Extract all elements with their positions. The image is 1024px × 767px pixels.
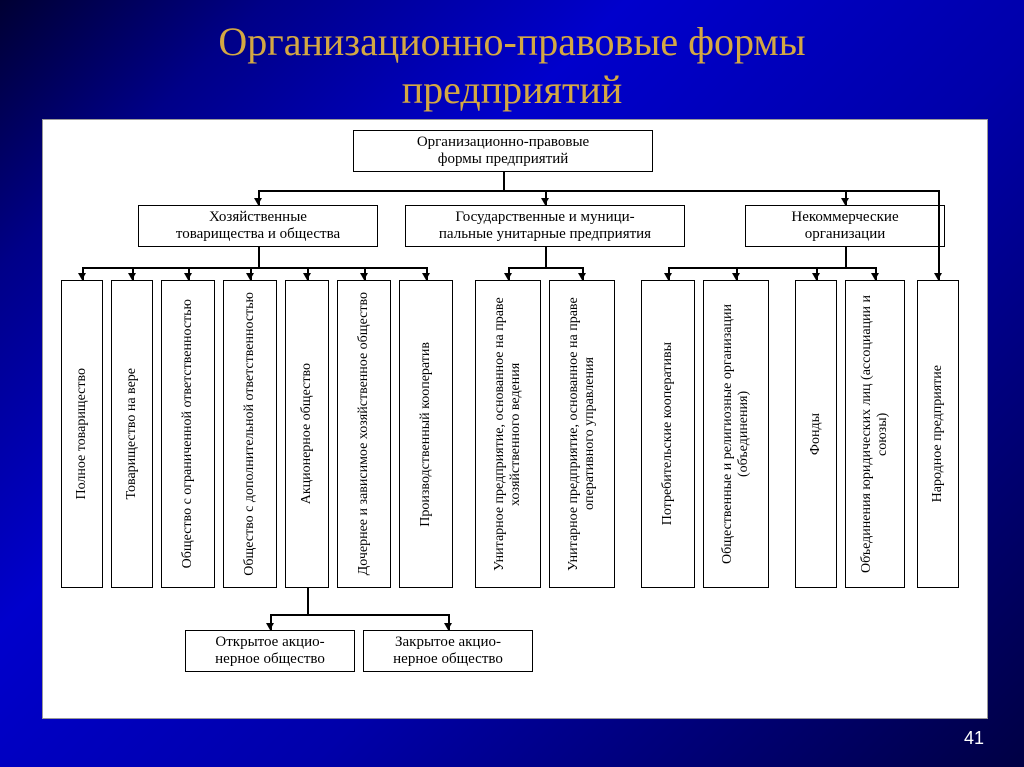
connector-hline — [508, 267, 582, 269]
node-leaf-3: Общество с дополнительной ответственност… — [223, 280, 277, 588]
arrow-down-icon — [128, 273, 136, 280]
connector-vline — [938, 190, 940, 280]
arrow-down-icon — [254, 198, 262, 205]
arrow-down-icon — [422, 273, 430, 280]
node-label: Потребительские кооперативы — [658, 338, 678, 529]
title-line-2: предприятий — [402, 67, 623, 112]
node-leaf-2: Общество с ограниченной ответственностью — [161, 280, 215, 588]
connector-hline — [503, 190, 938, 192]
node-leaf-10: Общественные и религиозные организации (… — [703, 280, 769, 588]
arrow-down-icon — [732, 273, 740, 280]
node-leaf-9: Потребительские кооперативы — [641, 280, 695, 588]
node-mid-1: Государственные и муници-пальные унитарн… — [405, 205, 685, 247]
node-leaf-6: Производственный кооператив — [399, 280, 453, 588]
arrow-down-icon — [78, 273, 86, 280]
node-bottom-0: Открытое акцио-нерное общество — [185, 630, 355, 672]
node-label: Дочернее и зависимое хозяйственное общес… — [354, 288, 374, 579]
node-leaf-11: Фонды — [795, 280, 837, 588]
page-number: 41 — [964, 728, 984, 749]
org-forms-diagram: Организационно-правовыеформы предприятий… — [42, 119, 988, 719]
arrow-down-icon — [812, 273, 820, 280]
node-leaf-0: Полное товарищество — [61, 280, 103, 588]
connector-vline — [258, 247, 260, 267]
node-leaf-7: Унитарное предприятие, основанное на пра… — [475, 280, 541, 588]
node-root: Организационно-правовыеформы предприятий — [353, 130, 653, 172]
arrow-down-icon — [303, 273, 311, 280]
arrow-down-icon — [541, 198, 549, 205]
connector-vline — [503, 172, 505, 190]
node-label: Объединения юридических лиц (ассоциации … — [857, 281, 893, 587]
arrow-down-icon — [664, 273, 672, 280]
node-leaf-12: Объединения юридических лиц (ассоциации … — [845, 280, 905, 588]
node-label: Общество с дополнительной ответственност… — [240, 288, 260, 580]
arrow-down-icon — [246, 273, 254, 280]
node-label: Полное товарищество — [72, 364, 92, 504]
node-leaf-5: Дочернее и зависимое хозяйственное общес… — [337, 280, 391, 588]
node-label: Унитарное предприятие, основанное на пра… — [564, 281, 600, 587]
arrow-down-icon — [934, 273, 942, 280]
slide-title: Организационно-правовые формы предприяти… — [0, 0, 1024, 114]
node-leaf-4: Акционерное общество — [285, 280, 329, 588]
title-line-1: Организационно-правовые формы — [218, 19, 805, 64]
node-label: Общественные и религиозные организации (… — [718, 281, 754, 587]
node-label: Унитарное предприятие, основанное на пра… — [490, 281, 526, 587]
connector-vline — [545, 247, 547, 267]
connector-vline — [845, 247, 847, 267]
connector-hline — [82, 267, 426, 269]
connector-hline — [270, 614, 448, 616]
node-label: Производственный кооператив — [416, 338, 436, 531]
node-label: Фонды — [806, 409, 826, 459]
arrow-down-icon — [578, 273, 586, 280]
arrow-down-icon — [871, 273, 879, 280]
arrow-down-icon — [504, 273, 512, 280]
node-leaf-1: Товарищество на вере — [111, 280, 153, 588]
node-bottom-1: Закрытое акцио-нерное общество — [363, 630, 533, 672]
node-label: Народное предприятие — [928, 361, 948, 506]
connector-hline — [668, 267, 875, 269]
node-label: Товарищество на вере — [122, 364, 142, 503]
arrow-down-icon — [841, 198, 849, 205]
arrow-down-icon — [360, 273, 368, 280]
node-leaf-13: Народное предприятие — [917, 280, 959, 588]
node-label: Акционерное общество — [297, 359, 317, 508]
arrow-down-icon — [184, 273, 192, 280]
node-mid-0: Хозяйственныетоварищества и общества — [138, 205, 378, 247]
arrow-down-icon — [266, 623, 274, 630]
node-label: Общество с ограниченной ответственностью — [178, 295, 198, 572]
connector-vline — [307, 588, 309, 614]
node-leaf-8: Унитарное предприятие, основанное на пра… — [549, 280, 615, 588]
node-mid-2: Некоммерческиеорганизации — [745, 205, 945, 247]
arrow-down-icon — [444, 623, 452, 630]
